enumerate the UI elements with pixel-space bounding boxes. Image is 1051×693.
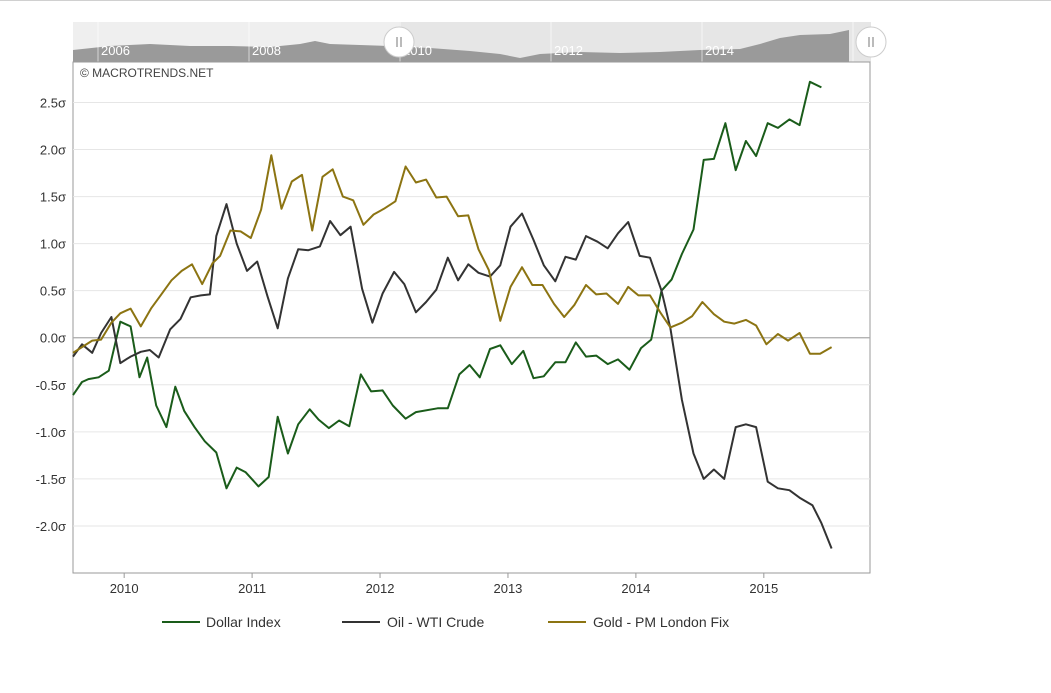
legend-item-oil-wti-crude[interactable]: Oil - WTI Crude — [342, 614, 484, 630]
grip-icon — [396, 37, 402, 47]
navigator-area-series — [73, 30, 849, 62]
x-tick-label: 2012 — [366, 581, 395, 596]
navigator-label-2012: 2012 — [554, 43, 583, 58]
x-tick-label: 2013 — [493, 581, 522, 596]
grip-icon — [868, 37, 874, 47]
y-tick-label: 0.5σ — [40, 284, 66, 299]
navigator-label-2014: 2014 — [705, 43, 734, 58]
y-tick-label: -1.5σ — [36, 472, 66, 487]
legend-item-dollar-index[interactable]: Dollar Index — [162, 614, 281, 630]
series-line-dollar-index[interactable] — [72, 80, 822, 490]
plot-area-border — [72, 61, 871, 574]
x-tick-label: 2015 — [749, 581, 778, 596]
top-divider-line — [0, 0, 1051, 1]
navigator-label-2008: 2008 — [252, 43, 281, 58]
legend-item-gold-pm-london-fix[interactable]: Gold - PM London Fix — [548, 614, 729, 630]
y-axis: 2.5σ 2.0σ 1.5σ 1.0σ 0.5σ 0.0σ -0.5σ -1.0σ -1.5σ -… — [36, 95, 66, 533]
y-tick-label: -1.0σ — [36, 425, 66, 440]
y-tick-label: 1.0σ — [40, 237, 66, 252]
y-tick-label: 1.5σ — [40, 190, 66, 205]
legend: Dollar Index Oil - WTI Crude Gold - PM L… — [162, 614, 729, 630]
legend-label-oil-wti-crude: Oil - WTI Crude — [387, 614, 484, 630]
y-tick-label: 2.5σ — [40, 95, 66, 110]
y-tick-label: 2.0σ — [40, 143, 66, 158]
navigator-left-handle[interactable] — [383, 26, 415, 58]
y-tick-label: -0.5σ — [36, 378, 66, 393]
x-axis: 2010 2011 2012 2013 2014 2015 — [110, 573, 778, 596]
y-tick-label: -2.0σ — [36, 519, 66, 534]
navigator-right-handle[interactable] — [855, 26, 887, 58]
legend-label-gold-pm-london-fix: Gold - PM London Fix — [593, 614, 729, 630]
x-tick-label: 2011 — [238, 581, 266, 596]
navigator-label-2006: 2006 — [101, 43, 130, 58]
y-tick-label: 0.0σ — [40, 331, 66, 346]
x-tick-label: 2014 — [621, 581, 650, 596]
gridlines — [73, 101, 870, 527]
legend-label-dollar-index: Dollar Index — [206, 614, 281, 630]
credit-text: © MACROTRENDS.NET — [80, 66, 214, 80]
series-lines[interactable] — [72, 80, 833, 549]
range-navigator[interactable]: 2006 2008 2010 2012 2014 — [73, 22, 887, 62]
series-line-oil-wti-crude[interactable] — [72, 203, 833, 549]
series-line-gold-pm-london-fix[interactable] — [72, 154, 833, 355]
x-tick-label: 2010 — [110, 581, 139, 596]
